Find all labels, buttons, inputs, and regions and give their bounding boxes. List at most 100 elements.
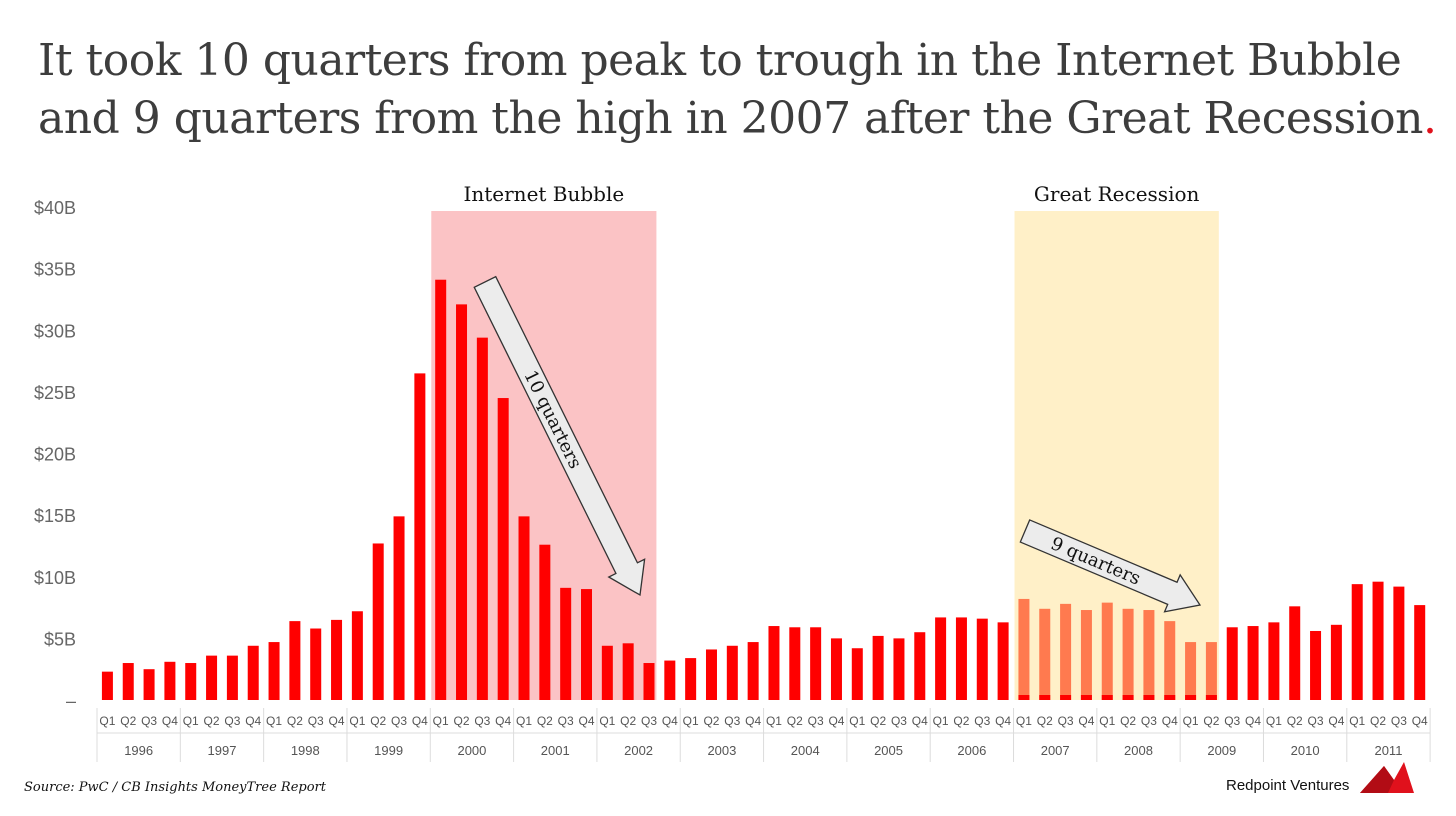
year-label: 1998 (291, 743, 320, 758)
quarter-label: Q1 (183, 714, 199, 728)
y-tick-label: $40B (34, 198, 76, 218)
bar-base (1205, 695, 1217, 700)
year-label: 2002 (624, 743, 653, 758)
quarter-label: Q3 (891, 714, 907, 728)
bar-2005-Q4 (914, 632, 926, 700)
internet-bubble-arrow-shape (473, 275, 646, 597)
bar-2000-Q2 (456, 304, 468, 700)
y-tick-label: $15B (34, 506, 76, 526)
bar-2002-Q2 (622, 643, 634, 700)
quarter-label: Q4 (495, 714, 511, 728)
bar-2003-Q4 (747, 642, 759, 700)
bar-2003-Q2 (705, 649, 717, 700)
quarter-label: Q1 (1183, 714, 1199, 728)
quarter-label: Q2 (703, 714, 719, 728)
bar-1997-Q3 (226, 655, 238, 700)
quarter-label: Q1 (683, 714, 699, 728)
bar-2000-Q3 (476, 337, 488, 700)
bar-base (1060, 695, 1072, 700)
y-tick-label: $35B (34, 260, 76, 280)
bar-2007-Q1 (1018, 598, 1030, 700)
quarter-label: Q3 (808, 714, 824, 728)
bar-2005-Q1 (851, 648, 863, 700)
quarter-label: Q2 (370, 714, 386, 728)
quarter-label: Q1 (1349, 714, 1365, 728)
bar-2001-Q2 (539, 544, 551, 700)
bar-2002-Q4 (664, 660, 676, 700)
quarter-label: Q4 (1412, 714, 1428, 728)
quarter-label: Q2 (870, 714, 886, 728)
quarter-label: Q3 (1391, 714, 1407, 728)
bar-2006-Q4 (997, 622, 1009, 700)
y-tick-label: $30B (34, 321, 76, 341)
year-label: 1999 (374, 743, 403, 758)
quarter-label: Q1 (516, 714, 532, 728)
bar-2003-Q3 (726, 645, 738, 700)
bar-2009-Q2 (1205, 642, 1217, 700)
bar-2004-Q1 (768, 626, 780, 700)
quarter-label: Q2 (1037, 714, 1053, 728)
bar-1999-Q1 (351, 611, 363, 700)
quarter-label: Q2 (953, 714, 969, 728)
bar-2000-Q4 (497, 398, 509, 700)
redpoint-logo (1360, 762, 1414, 793)
internet-bubble-label: Internet Bubble (463, 182, 624, 206)
bar-2005-Q2 (872, 635, 884, 700)
y-tick-label: $25B (34, 383, 76, 403)
bar-1999-Q4 (414, 373, 426, 700)
bar-2009-Q1 (1185, 642, 1197, 700)
y-tick-label: $5B (44, 629, 76, 649)
bar-2001-Q3 (560, 587, 572, 700)
quarter-label: Q2 (1120, 714, 1136, 728)
quarter-label: Q2 (787, 714, 803, 728)
bar-base (1164, 695, 1176, 700)
bar-1996-Q1 (101, 671, 113, 700)
quarter-label: Q3 (724, 714, 740, 728)
year-label: 2009 (1207, 743, 1236, 758)
quarter-label: Q1 (599, 714, 615, 728)
bar-2010-Q2 (1289, 606, 1301, 700)
bar-base (1080, 695, 1092, 700)
quarter-label: Q1 (349, 714, 365, 728)
bar-2007-Q3 (1060, 603, 1072, 700)
year-label: 2001 (541, 743, 570, 758)
headline-text: It took 10 quarters from peak to trough … (38, 35, 1423, 144)
bar-2004-Q3 (810, 627, 822, 700)
bar-base (1039, 695, 1051, 700)
quarter-label: Q4 (745, 714, 761, 728)
bar-base (1143, 695, 1155, 700)
bar-2007-Q2 (1039, 608, 1051, 700)
quarter-label: Q3 (1058, 714, 1074, 728)
quarter-label: Q3 (974, 714, 990, 728)
year-label: 1997 (208, 743, 237, 758)
quarter-label: Q3 (474, 714, 490, 728)
bar-2001-Q4 (581, 589, 593, 700)
headline-period: . (1422, 93, 1437, 144)
quarter-label: Q3 (1141, 714, 1157, 728)
bar-base (1101, 695, 1113, 700)
quarter-label: Q4 (162, 714, 178, 728)
year-label: 1996 (124, 743, 153, 758)
quarter-label: Q3 (141, 714, 157, 728)
great-recession-arrow-shape (1019, 519, 1202, 613)
bar-1999-Q2 (372, 543, 384, 700)
quarter-label: Q1 (1099, 714, 1115, 728)
bar-1997-Q1 (185, 663, 197, 700)
bar-2008-Q4 (1164, 621, 1176, 700)
bar-2002-Q3 (643, 663, 655, 700)
bar-2000-Q1 (435, 279, 447, 700)
year-label: 2000 (457, 743, 486, 758)
source-note: Source: PwC / CB Insights MoneyTree Repo… (24, 780, 326, 795)
quarter-label: Q4 (1078, 714, 1094, 728)
quarter-label: Q3 (1224, 714, 1240, 728)
bar-2011-Q2 (1372, 581, 1384, 700)
quarter-label: Q4 (995, 714, 1011, 728)
y-tick-label: $20B (34, 445, 76, 465)
bar-2008-Q1 (1101, 602, 1113, 700)
bar-base (1018, 695, 1030, 700)
bar-base (1122, 695, 1134, 700)
bar-2004-Q2 (789, 627, 801, 700)
bar-2003-Q1 (685, 658, 697, 700)
